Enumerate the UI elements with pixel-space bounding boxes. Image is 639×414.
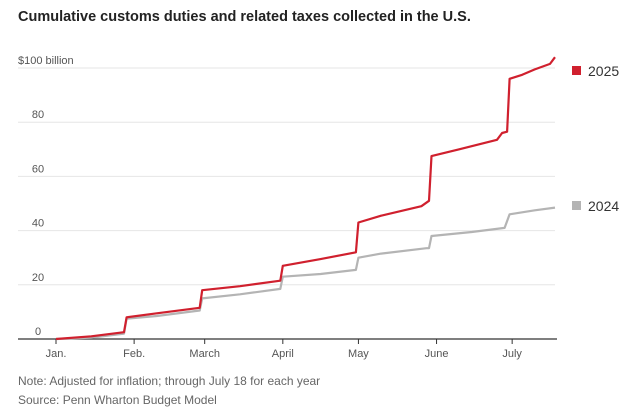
x-tick-label-may: May [348, 348, 369, 360]
series-line-2025 [55, 56, 556, 341]
y-tick-label-40: 40 [32, 218, 44, 230]
y-tick-label-60: 60 [32, 163, 44, 175]
y-tick-labels: 0 20 40 60 80 $100 billion [18, 55, 74, 338]
x-tick-label-june: June [425, 348, 449, 360]
x-tick-label-jan: Jan. [46, 348, 67, 360]
legend-label-2024: 2024 [588, 198, 619, 214]
chart-source: Source: Penn Wharton Budget Model [18, 393, 217, 407]
x-tick-label-july: July [502, 348, 522, 360]
x-tick-label-march: March [189, 348, 220, 360]
series-line-2024 [55, 206, 556, 341]
legend-swatch-2025 [572, 66, 581, 75]
y-tick-label-0: 0 [35, 326, 41, 338]
x-tick-label-april: April [272, 348, 294, 360]
gridlines [18, 67, 555, 286]
y-tick-label-80: 80 [32, 109, 44, 121]
chart-title: Cumulative customs duties and related ta… [18, 9, 471, 25]
series-lines [55, 56, 556, 341]
legend-swatch-2024 [572, 201, 581, 210]
x-axis: Jan. Feb. March April May June July [18, 338, 557, 360]
legend: 2025 2024 [572, 63, 619, 214]
chart-note: Note: Adjusted for inflation; through Ju… [18, 374, 321, 388]
y-tick-label-20: 20 [32, 272, 44, 284]
legend-label-2025: 2025 [588, 63, 619, 79]
y-tick-label-100: $100 billion [18, 55, 74, 67]
x-tick-label-feb: Feb. [123, 348, 145, 360]
